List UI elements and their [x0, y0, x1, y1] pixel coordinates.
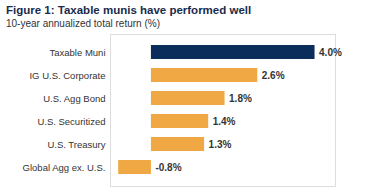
- svg-text:-0.8%: -0.8%: [155, 162, 181, 173]
- svg-text:IG U.S. Corporate: IG U.S. Corporate: [29, 70, 105, 81]
- svg-text:4.0%: 4.0%: [319, 47, 342, 58]
- svg-text:Taxable Muni: Taxable Muni: [50, 47, 106, 58]
- svg-text:U.S. Securitized: U.S. Securitized: [37, 116, 105, 127]
- svg-text:U.S. Agg Bond: U.S. Agg Bond: [43, 93, 105, 104]
- svg-text:Global Agg ex. U.S.: Global Agg ex. U.S.: [23, 162, 106, 173]
- svg-text:1.4%: 1.4%: [213, 116, 236, 127]
- svg-text:1.3%: 1.3%: [209, 139, 232, 150]
- svg-text:U.S. Treasury: U.S. Treasury: [47, 139, 105, 150]
- html-text:Figure 1: Taxable munis have p: Figure 1: Taxable munis have performed w…: [6, 4, 252, 16]
- svg-text:1.8%: 1.8%: [229, 93, 252, 104]
- html-text:10-year annualized total retur: 10-year annualized total return (%): [6, 18, 160, 29]
- svg-text:2.6%: 2.6%: [262, 70, 285, 81]
